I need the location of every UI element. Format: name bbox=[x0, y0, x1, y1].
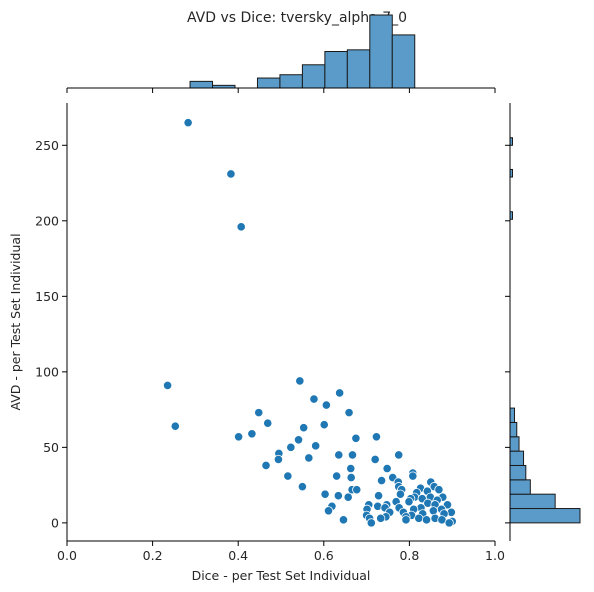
main-axes bbox=[66, 103, 495, 542]
y-axis-label: AVD - per Test Set Individual bbox=[8, 233, 23, 410]
scatter-point bbox=[332, 471, 342, 481]
top-histogram-bar bbox=[391, 34, 416, 89]
right-histogram-bar bbox=[509, 479, 531, 495]
scatter-point bbox=[414, 513, 424, 523]
scatter-point bbox=[247, 429, 257, 439]
scatter-point bbox=[428, 506, 438, 516]
scatter-point bbox=[351, 433, 361, 443]
y-tick-label: 100 bbox=[35, 364, 59, 379]
scatter-point bbox=[295, 376, 305, 386]
x-ticks: 0.0 0.2 0.4 0.6 0.8 1.0 bbox=[57, 541, 505, 563]
scatter-point bbox=[297, 482, 307, 492]
scatter-point bbox=[254, 408, 264, 418]
scatter-point bbox=[382, 463, 392, 474]
scatter-point bbox=[323, 506, 334, 516]
y-tick-label: 200 bbox=[35, 213, 59, 228]
scatter-point bbox=[376, 475, 387, 486]
scatter-point bbox=[404, 497, 414, 507]
scatter-point bbox=[319, 420, 329, 430]
scatter-point bbox=[321, 400, 331, 410]
scatter-point bbox=[236, 222, 246, 232]
scatter-point bbox=[334, 450, 344, 460]
scatter-point bbox=[234, 432, 244, 442]
y-ticks: 0 50 100 150 200 250 bbox=[35, 138, 67, 530]
scatter-point bbox=[335, 388, 345, 398]
scatter-point bbox=[352, 485, 362, 495]
right-histogram-bar bbox=[509, 421, 518, 438]
y-tick-label: 250 bbox=[35, 138, 59, 153]
top-histogram-bar bbox=[301, 64, 326, 89]
right-histogram-bar bbox=[509, 407, 516, 423]
scatter-point bbox=[226, 169, 236, 179]
scatter-point bbox=[370, 454, 380, 465]
top-histogram-bar bbox=[369, 14, 393, 89]
scatter-point bbox=[401, 515, 411, 525]
scatter-point bbox=[434, 485, 444, 495]
right-histogram-bar bbox=[509, 493, 556, 510]
scatter-point bbox=[304, 453, 314, 463]
scatter-point bbox=[347, 450, 358, 460]
scatter-point bbox=[346, 472, 356, 483]
scatter-point bbox=[283, 471, 293, 481]
scatter-point bbox=[299, 423, 309, 433]
x-tick-label: 0.8 bbox=[399, 548, 419, 563]
scatter-point bbox=[408, 471, 418, 481]
scatter-point bbox=[346, 463, 356, 474]
scatter-point bbox=[170, 421, 180, 431]
scatter-point bbox=[311, 441, 321, 451]
scatter-point bbox=[344, 408, 354, 418]
top-marginal-ticks bbox=[66, 88, 496, 93]
top-histogram-bar bbox=[189, 80, 214, 89]
scatter-point bbox=[263, 418, 273, 428]
y-tick-label: 0 bbox=[51, 515, 59, 530]
right-marginal-ticks bbox=[505, 144, 510, 524]
scatter-point bbox=[273, 454, 284, 465]
scatter-point bbox=[261, 460, 271, 471]
x-tick-label: 0.2 bbox=[143, 548, 163, 563]
scatter-point bbox=[320, 489, 330, 499]
x-tick-label: 1.0 bbox=[485, 548, 505, 563]
right-histogram-bar bbox=[509, 464, 527, 481]
scatter-point bbox=[286, 442, 296, 452]
scatter-point bbox=[333, 491, 343, 501]
scatter-point bbox=[395, 489, 406, 499]
right-histogram-bar bbox=[509, 436, 520, 452]
scatter-point bbox=[293, 435, 304, 445]
scatter-point bbox=[309, 394, 319, 404]
x-tick-label: 0.6 bbox=[314, 548, 334, 563]
x-tick-label: 0.4 bbox=[228, 548, 248, 563]
x-tick-label: 0.0 bbox=[57, 548, 77, 563]
scatter-point bbox=[343, 492, 353, 502]
scatter-point bbox=[183, 118, 193, 128]
scatter-point bbox=[371, 432, 382, 442]
top-histogram-bar bbox=[346, 49, 371, 89]
scatter-point bbox=[338, 515, 349, 525]
top-histogram-bar bbox=[279, 74, 303, 89]
scatter-point bbox=[373, 491, 384, 501]
scatter-point bbox=[394, 450, 404, 460]
right-marginal-histogram bbox=[509, 137, 581, 524]
x-axis-label: Dice - per Test Set Individual bbox=[192, 568, 371, 583]
scatter-point bbox=[376, 513, 386, 523]
right-histogram-bar bbox=[509, 450, 525, 466]
scatter-point bbox=[162, 380, 173, 391]
scatter-point bbox=[421, 515, 432, 525]
scatter-points bbox=[162, 118, 457, 528]
top-histogram-bar bbox=[256, 77, 281, 89]
scatter-point bbox=[366, 518, 376, 528]
top-histogram-bar bbox=[324, 51, 348, 89]
scatter-point bbox=[444, 518, 454, 528]
chart-title: AVD vs Dice: tversky_alpha.7_0 bbox=[187, 10, 407, 26]
right-histogram-bar bbox=[509, 508, 581, 524]
y-tick-label: 50 bbox=[43, 440, 59, 455]
y-tick-label: 150 bbox=[35, 289, 59, 304]
